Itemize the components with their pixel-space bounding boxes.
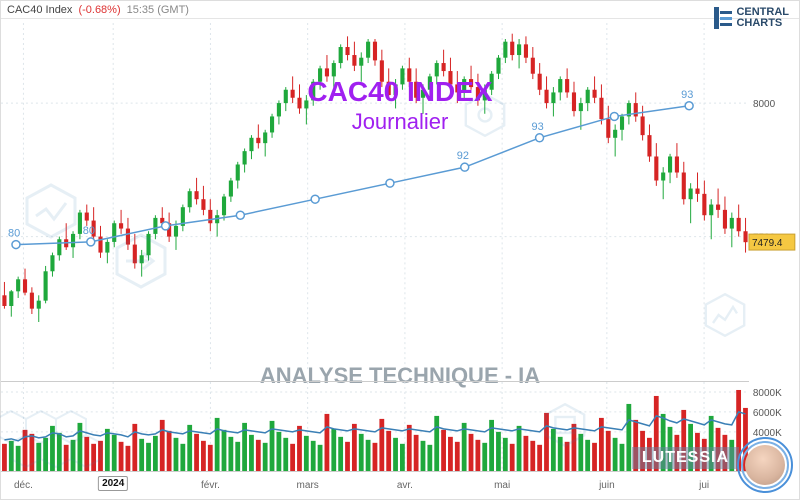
x-tick-label: mars (297, 480, 319, 491)
watermark-hex-icon (21, 181, 81, 241)
svg-text:8000K: 8000K (753, 388, 782, 399)
ticker-label: CAC40 Index (7, 4, 72, 16)
watermark-hex-icon (541, 401, 589, 449)
price-chart-panel[interactable]: 7500800080809293937479.4 (1, 23, 749, 369)
watermark-hex-cluster-icon (0, 401, 131, 491)
x-tick-label: févr. (201, 480, 220, 491)
chart-header: CAC40 Index (-0.68%) 15:35 (GMT) (1, 1, 799, 19)
svg-text:92: 92 (457, 150, 469, 162)
watermark-arrow-icon (111, 231, 171, 291)
time-label: 15:35 (GMT) (127, 4, 189, 16)
svg-text:80: 80 (83, 225, 95, 237)
x-tick-label: juin (599, 480, 615, 491)
svg-text:93: 93 (681, 89, 693, 101)
chart-container: CAC40 Index (-0.68%) 15:35 (GMT) CENTRAL… (0, 0, 800, 500)
x-tick-label: mai (494, 480, 510, 491)
svg-text:7479.4: 7479.4 (752, 238, 783, 249)
x-tick-label: avr. (397, 480, 413, 491)
svg-text:6000K: 6000K (753, 408, 782, 419)
price-svg: 7500800080809293937479.4 (1, 23, 749, 370)
svg-text:8000: 8000 (753, 99, 776, 110)
svg-text:80: 80 (8, 228, 20, 240)
assistant-avatar[interactable] (737, 437, 793, 493)
watermark-hex-icon (701, 291, 749, 339)
change-label: (-0.68%) (78, 4, 120, 16)
lutessia-branding: LUTESSIA (632, 447, 739, 469)
avatar-face-icon (745, 445, 785, 485)
watermark-hex-icon (461, 91, 509, 139)
svg-text:93: 93 (532, 121, 544, 133)
x-tick-label: jui (699, 480, 709, 491)
